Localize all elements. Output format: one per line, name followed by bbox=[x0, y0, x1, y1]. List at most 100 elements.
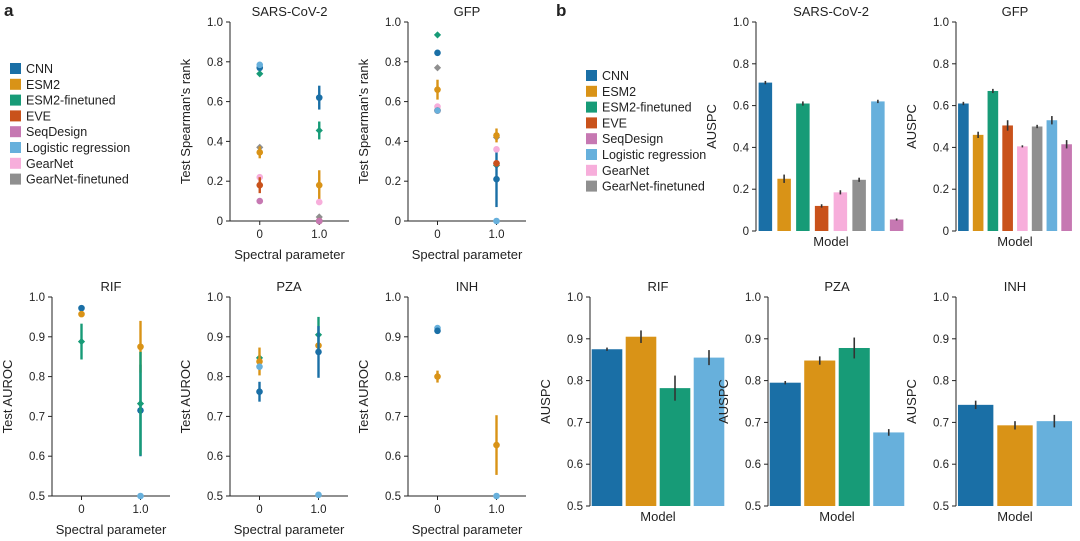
y-tick-label: 0.9 bbox=[385, 332, 401, 344]
subplot-title: GFP bbox=[454, 4, 481, 19]
x-axis-label: Model bbox=[819, 509, 855, 524]
y-tick-label: 1.0 bbox=[733, 17, 749, 29]
y-axis-label: Test Spearman's rank bbox=[356, 58, 371, 184]
point-logistic-regression bbox=[256, 61, 264, 69]
bar-cnn bbox=[957, 404, 994, 506]
y-tick-label: 0.8 bbox=[733, 59, 749, 71]
y-tick-label: 1.0 bbox=[207, 17, 223, 29]
y-tick-label: 0.2 bbox=[933, 184, 949, 196]
y-tick-label: 0.6 bbox=[567, 459, 583, 471]
bar-seqdesign bbox=[1061, 144, 1072, 231]
legend-label-cnn: CNN bbox=[26, 62, 53, 76]
point-esm2 bbox=[493, 441, 500, 449]
bar-esm2 bbox=[972, 134, 984, 231]
y-tick-label: 0.5 bbox=[29, 491, 45, 503]
y-axis-label: AUSPC bbox=[538, 379, 553, 424]
legend-swatch-logistic-regression bbox=[10, 142, 21, 153]
bar-cnn bbox=[758, 82, 773, 231]
subplot-title: PZA bbox=[824, 279, 850, 294]
legend-swatch-eve bbox=[586, 117, 597, 129]
point-gearnet bbox=[493, 146, 500, 153]
bar-esm2-finetuned bbox=[796, 103, 810, 231]
subplot-b-rif: RIF 0.5 0.6 0.7 0.8 0.9 1.0 AUSPC Model bbox=[538, 279, 725, 524]
y-tick-label: 0.4 bbox=[385, 136, 402, 148]
point-cnn bbox=[315, 94, 323, 101]
subplot-b-sars: SARS-CoV-2 0 0.2 0.4 0.6 0.8 1.0 AUSPC Model bbox=[704, 4, 904, 249]
subplot-title: SARS-CoV-2 bbox=[793, 4, 869, 19]
y-tick-label: 0.8 bbox=[745, 376, 761, 388]
bar-cnn bbox=[769, 382, 801, 506]
point-logistic-regression bbox=[493, 217, 500, 225]
subplot-b-inh: INH 0.5 0.6 0.7 0.8 0.9 1.0 AUSPC Model bbox=[904, 279, 1073, 524]
legend-swatch-gearnet bbox=[10, 157, 21, 169]
point-esm2 bbox=[256, 149, 264, 156]
legend-label-esm2: ESM2 bbox=[26, 78, 60, 92]
point-logistic-regression bbox=[493, 492, 500, 500]
bar-logistic-regression bbox=[1036, 421, 1073, 506]
subplot-b-gfp: GFP 0 0.2 0.4 0.6 0.8 1.0 AUSPC Model bbox=[904, 4, 1072, 249]
point-cnn bbox=[434, 327, 441, 335]
x-axis-label: Spectral parameter bbox=[234, 522, 345, 537]
subplot-title: SARS-CoV-2 bbox=[252, 4, 328, 19]
legend-swatch-cnn bbox=[586, 70, 597, 81]
legend-label-logistic-regression: Logistic regression bbox=[26, 141, 130, 155]
point-esm2-finetuned bbox=[315, 126, 323, 135]
legend-label-gearnet-finetuned: GearNet-finetuned bbox=[26, 173, 129, 187]
x-axis-label: Model bbox=[640, 509, 676, 524]
y-tick-label: 0.7 bbox=[933, 417, 949, 429]
legend-swatch-logistic-regression bbox=[586, 149, 597, 160]
point-esm2 bbox=[315, 181, 323, 189]
legend-swatch-seqdesign bbox=[10, 126, 21, 138]
y-tick-label: 1.0 bbox=[385, 292, 401, 304]
y-tick-label: 0.6 bbox=[207, 97, 223, 109]
y-tick-label: 1.0 bbox=[385, 17, 401, 29]
y-tick-label: 0.8 bbox=[207, 57, 223, 69]
y-tick-label: 0.5 bbox=[567, 501, 583, 513]
legend-swatch-cnn bbox=[10, 63, 21, 74]
x-tick-label: 0 bbox=[257, 229, 263, 241]
bar-cnn bbox=[958, 103, 969, 231]
x-tick-label: 1.0 bbox=[489, 229, 505, 241]
bar-gearnet-finetuned bbox=[852, 179, 866, 231]
point-logistic-regression bbox=[137, 492, 144, 500]
y-tick-label: 0.9 bbox=[933, 334, 949, 346]
point-esm2 bbox=[256, 358, 263, 365]
point-logistic-regression bbox=[434, 107, 441, 114]
bar-cnn bbox=[591, 349, 623, 506]
point-esm2 bbox=[434, 86, 441, 93]
point-esm2-finetuned bbox=[136, 400, 145, 408]
legend-label-cnn: CNN bbox=[602, 69, 629, 83]
y-tick-label: 0.6 bbox=[733, 101, 749, 113]
legend-label-seqdesign: SeqDesign bbox=[26, 125, 87, 139]
point-gearnet bbox=[315, 198, 323, 206]
y-tick-label: 0.4 bbox=[207, 136, 224, 148]
x-axis-label: Spectral parameter bbox=[412, 247, 523, 262]
bar-gearnet bbox=[833, 192, 848, 231]
legend-label-esm2: ESM2 bbox=[602, 85, 636, 99]
point-eve bbox=[493, 159, 500, 167]
y-axis-label: Test AUROC bbox=[356, 360, 371, 434]
y-tick-label: 1.0 bbox=[567, 292, 583, 304]
legend-label-esm2-finetuned: ESM2-finetuned bbox=[26, 94, 116, 108]
x-tick-label: 0 bbox=[78, 504, 84, 516]
point-esm2-finetuned bbox=[77, 337, 86, 346]
bar-logistic-regression bbox=[1046, 120, 1058, 231]
x-tick-label: 0 bbox=[256, 504, 262, 516]
subplot-title: RIF bbox=[101, 279, 122, 294]
point-cnn bbox=[315, 348, 322, 356]
point-esm2 bbox=[493, 132, 500, 139]
y-tick-label: 0.4 bbox=[933, 142, 950, 154]
bar-esm2 bbox=[997, 425, 1033, 506]
y-tick-label: 0.8 bbox=[385, 372, 401, 384]
legend-swatch-esm2 bbox=[586, 85, 597, 97]
x-tick-label: 0 bbox=[434, 229, 440, 241]
subplot-a-pza: PZA 0.5 0.6 0.7 0.8 0.9 1.0 Test AUROC 0 1.0 Spect… bbox=[178, 279, 348, 537]
bar-esm2-finetuned bbox=[659, 388, 691, 506]
y-axis-label: Test AUROC bbox=[178, 360, 193, 434]
bar-logistic-regression bbox=[693, 357, 725, 506]
point-seqdesign bbox=[315, 217, 323, 225]
y-tick-label: 1.0 bbox=[933, 292, 949, 304]
